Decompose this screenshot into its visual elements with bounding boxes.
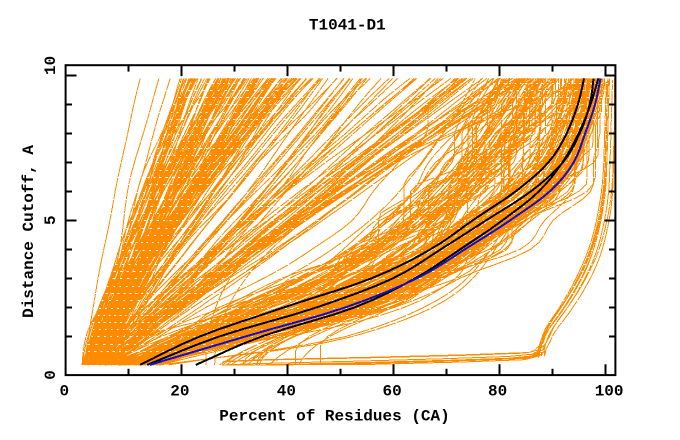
svg-text:0: 0	[59, 383, 69, 401]
svg-text:10: 10	[42, 56, 60, 75]
svg-text:5: 5	[42, 215, 60, 225]
svg-text:40: 40	[277, 383, 296, 401]
svg-text:T1041-D1: T1041-D1	[309, 17, 386, 35]
svg-text:100: 100	[595, 383, 624, 401]
svg-text:20: 20	[170, 383, 189, 401]
svg-text:0: 0	[42, 370, 60, 380]
svg-text:Distance Cutoff, A: Distance Cutoff, A	[20, 145, 38, 318]
svg-text:60: 60	[382, 383, 401, 401]
svg-text:80: 80	[488, 383, 507, 401]
svg-text:Percent of Residues (CA): Percent of Residues (CA)	[219, 408, 449, 426]
